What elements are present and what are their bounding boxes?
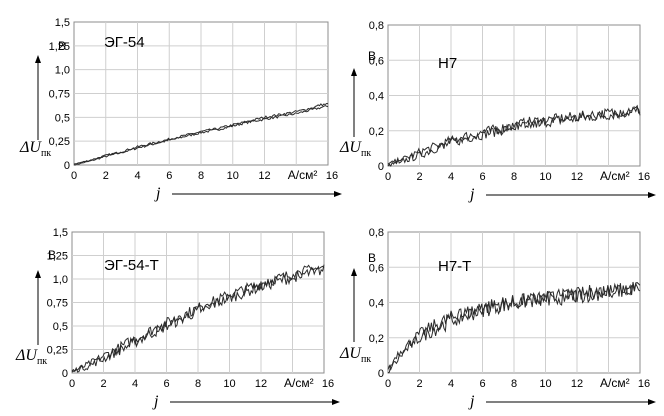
series-line-2: [73, 102, 329, 165]
x-tick-label: 6: [166, 170, 172, 182]
y-unit-label: В: [368, 49, 376, 63]
x-tick-label: 8: [195, 378, 201, 390]
panel-label: ЭГ-54-Т: [104, 257, 159, 274]
x-tick-label: 2: [100, 378, 106, 390]
x-tick-label: 12: [258, 170, 270, 182]
chart-panel-2: 0 0,2 0,4 0,6 0,8 0 2 4 6 8 10 12 16 А/см² В Н7 ΔUпк j: [339, 20, 656, 203]
x-tick-label: 8: [511, 171, 517, 183]
x-axis-arrowhead: [648, 399, 656, 405]
x-tick-label: 12: [571, 378, 583, 390]
y-axis-arrowhead: [35, 270, 41, 278]
x-axis-arrowhead: [332, 399, 340, 405]
y-axis-arrowhead: [351, 268, 357, 276]
y-tick-label: 0: [378, 161, 384, 173]
y-tick-label: 1,25: [49, 41, 70, 53]
y-tick-label: 0,4: [369, 91, 384, 103]
series-line-2: [71, 264, 325, 373]
x-unit-label: А/см²: [600, 169, 630, 183]
y-tick-label: 0: [62, 368, 68, 380]
x-tick-label: 0: [385, 378, 391, 390]
x-axis-name: j: [468, 186, 475, 203]
x-tick-label: 2: [416, 378, 422, 390]
x-tick-label: 0: [71, 170, 77, 182]
series-line-2: [387, 282, 641, 371]
x-unit-label: А/см²: [284, 376, 314, 390]
x-tick-label: 2: [416, 171, 422, 183]
chart-panel-1: 0 0,25 0,5 0,75 1,0 1,25 1,5 0 2 4 6 8 10 12 16 А/см² В Э…: [19, 17, 342, 202]
y-tick-label: 1,25: [47, 251, 68, 263]
y-tick-label: 1,0: [53, 274, 68, 286]
y-tick-label: 0: [378, 368, 384, 380]
x-tick-label: 16: [322, 378, 334, 390]
y-unit-label: В: [48, 248, 56, 262]
y-axis-arrowhead: [351, 68, 357, 76]
x-tick-label: 8: [511, 378, 517, 390]
x-axis-arrowhead: [334, 191, 342, 197]
x-tick-label: 10: [223, 378, 235, 390]
x-unit-label: А/см²: [600, 376, 630, 390]
y-tick-label: 0,2: [369, 333, 384, 345]
y-tick-label: 1,0: [55, 65, 70, 77]
y-tick-label: 0,6: [369, 55, 384, 67]
x-tick-label: 16: [326, 170, 338, 182]
panel-label: ЭГ-54: [104, 34, 145, 51]
x-tick-label: 4: [134, 170, 140, 182]
y-tick-label: 0,4: [369, 298, 384, 310]
x-tick-label: 10: [539, 378, 551, 390]
x-tick-label: 2: [103, 170, 109, 182]
y-axis-name: ΔUпк: [339, 139, 371, 159]
x-tick-label: 10: [227, 170, 239, 182]
y-tick-label: 0,5: [55, 112, 70, 124]
x-tick-label: 12: [255, 378, 267, 390]
panel-label: Н7-Т: [438, 258, 471, 275]
x-unit-label: А/см²: [288, 168, 318, 182]
x-tick-label: 6: [479, 171, 485, 183]
y-tick-label: 0,25: [49, 136, 70, 148]
y-tick-label: 0,5: [53, 321, 68, 333]
x-axis-name: j: [152, 393, 159, 410]
x-tick-label: 6: [479, 378, 485, 390]
y-tick-label: 0,2: [369, 126, 384, 138]
chart-panel-4: 0 0,2 0,4 0,6 0,8 0 2 4 6 8 10 12 16 А/см² В Н7-Т ΔUпк j: [339, 227, 656, 410]
y-axis-name: ΔUпк: [19, 139, 51, 159]
x-tick-label: 4: [448, 378, 454, 390]
y-tick-label: 0,8: [369, 20, 384, 32]
panel-label: Н7: [438, 55, 457, 72]
y-axis-name: ΔUпк: [15, 347, 47, 367]
y-tick-label: 0,25: [47, 345, 68, 357]
y-axis-name: ΔUпк: [339, 345, 371, 365]
y-tick-label: 0: [64, 160, 70, 172]
x-axis-name: j: [468, 393, 475, 410]
y-tick-label: 0,75: [49, 89, 70, 101]
y-axis-arrowhead: [35, 55, 41, 63]
x-tick-label: 16: [638, 378, 650, 390]
y-tick-label: 1,5: [55, 17, 70, 29]
x-tick-label: 16: [638, 171, 650, 183]
x-axis-arrowhead: [648, 192, 656, 198]
series-line-1: [74, 105, 329, 166]
y-tick-label: 0,8: [369, 227, 384, 239]
x-tick-label: 10: [539, 171, 551, 183]
x-axis-name: j: [154, 185, 161, 202]
x-tick-label: 0: [385, 171, 391, 183]
x-tick-label: 12: [571, 171, 583, 183]
y-tick-label: 1,5: [53, 227, 68, 239]
series-line-2: [387, 104, 641, 165]
x-tick-label: 8: [198, 170, 204, 182]
x-tick-label: 6: [163, 378, 169, 390]
x-tick-label: 4: [448, 171, 454, 183]
chart-panel-3: 0 0,25 0,5 0,75 1,0 1,25 1,5 0 2 4 6 8 10 12 16 А/см² В Э…: [15, 227, 340, 410]
x-tick-label: 4: [132, 378, 138, 390]
y-unit-label: В: [368, 251, 376, 265]
y-tick-label: 0,75: [47, 298, 68, 310]
y-tick-label: 0,6: [369, 262, 384, 274]
y-unit-label: В: [58, 39, 66, 53]
x-tick-label: 0: [69, 378, 75, 390]
